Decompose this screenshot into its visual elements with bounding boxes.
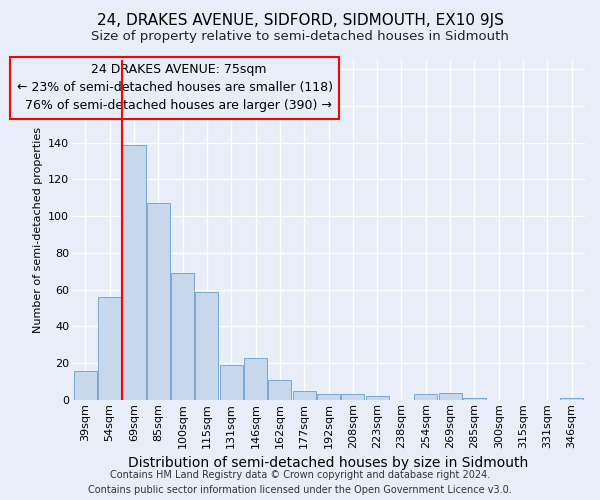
Bar [147, 204, 170, 400]
Bar [98, 297, 121, 400]
Bar [317, 394, 340, 400]
Text: 24 DRAKES AVENUE: 75sqm
← 23% of semi-detached houses are smaller (118)
  76% of: 24 DRAKES AVENUE: 75sqm ← 23% of semi-de… [17, 64, 332, 112]
Bar [365, 396, 389, 400]
Bar [414, 394, 437, 400]
Bar [196, 292, 218, 400]
Text: 24, DRAKES AVENUE, SIDFORD, SIDMOUTH, EX10 9JS: 24, DRAKES AVENUE, SIDFORD, SIDMOUTH, EX… [97, 12, 503, 28]
Bar [268, 380, 292, 400]
Bar [171, 273, 194, 400]
Text: Contains public sector information licensed under the Open Government Licence v3: Contains public sector information licen… [88, 485, 512, 495]
Bar [122, 144, 146, 400]
Bar [293, 391, 316, 400]
Bar [560, 398, 583, 400]
Y-axis label: Number of semi-detached properties: Number of semi-detached properties [32, 127, 43, 333]
Bar [220, 365, 243, 400]
Bar [244, 358, 267, 400]
X-axis label: Distribution of semi-detached houses by size in Sidmouth: Distribution of semi-detached houses by … [128, 456, 529, 470]
Bar [341, 394, 364, 400]
Text: Contains HM Land Registry data © Crown copyright and database right 2024.: Contains HM Land Registry data © Crown c… [110, 470, 490, 480]
Bar [463, 398, 486, 400]
Bar [74, 370, 97, 400]
Bar [439, 392, 461, 400]
Text: Size of property relative to semi-detached houses in Sidmouth: Size of property relative to semi-detach… [91, 30, 509, 43]
